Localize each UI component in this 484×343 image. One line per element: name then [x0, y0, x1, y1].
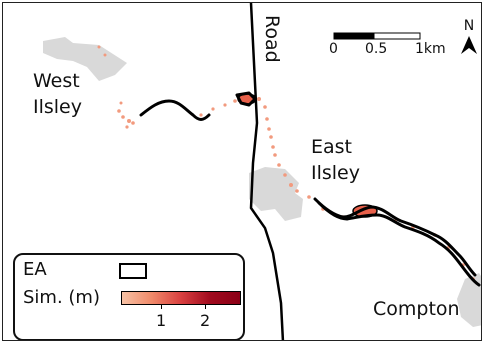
scale-bar-white [373, 32, 421, 40]
settlement-compton [457, 273, 481, 327]
scale-bar-black [333, 32, 375, 40]
legend-sim-gradient [121, 291, 241, 305]
place-compton: Compton [373, 298, 460, 320]
legend: EA Sim. (m) 1 2 [13, 253, 245, 340]
north-letter: N [463, 18, 475, 34]
north-arrow-icon [461, 36, 477, 54]
ea-flood-outlines [139, 91, 481, 287]
scale-label-0: 0 [329, 41, 338, 57]
place-east-ilsley-line1: East [311, 136, 352, 158]
settlement-areas [43, 37, 481, 327]
scale-label-half: 0.5 [365, 41, 388, 57]
place-west-ilsley-line1: West [33, 70, 80, 92]
simulation-points [97, 45, 475, 281]
scale-label-1km: 1km [415, 41, 446, 57]
scale-bar [333, 32, 421, 40]
settlement-west-ilsley [43, 37, 127, 81]
legend-sim-label: Sim. (m) [23, 287, 100, 308]
place-east-ilsley-line2: Ilsley [311, 162, 360, 184]
settlement-east-ilsley [249, 167, 303, 221]
place-west-ilsley-line2: Ilsley [33, 96, 82, 118]
legend-tick-label-2: 2 [200, 311, 211, 330]
road-line [249, 3, 285, 340]
legend-tick-2 [205, 305, 206, 309]
legend-ea-swatch [119, 263, 147, 279]
legend-tick-label-1: 1 [156, 311, 167, 330]
map-canvas [43, 3, 481, 340]
legend-tick-1 [161, 305, 162, 309]
legend-ea-label: EA [23, 259, 47, 280]
north-label: N [459, 15, 479, 34]
road-label: Road [261, 15, 283, 63]
